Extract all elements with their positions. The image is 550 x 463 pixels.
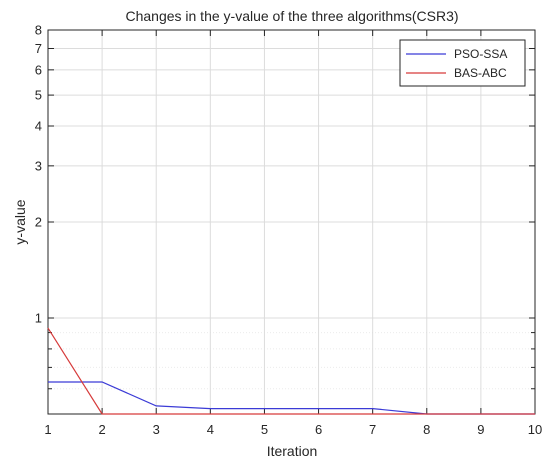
axis-ticks: 1 2 3 4 5 6 7 8 1 2 3 4 5 6 7 8 9 10 (35, 23, 542, 438)
x-tick-label: 2 (98, 422, 105, 437)
y-tick-label: 1 (35, 311, 42, 326)
x-tick-label: 8 (423, 422, 430, 437)
y-tick-label: 6 (35, 62, 42, 77)
y-axis-label: y-value (12, 199, 28, 244)
y-tick-label: 4 (35, 119, 42, 134)
grid-lines (47, 29, 536, 414)
x-tick-label: 1 (44, 422, 51, 437)
series-line-bas-abc (47, 327, 535, 415)
legend-box (399, 39, 526, 87)
x-tick-label: 10 (528, 422, 542, 437)
y-tick-label: 7 (35, 41, 42, 56)
x-tick-label: 9 (477, 422, 484, 437)
legend-label: PSO-SSA (454, 47, 507, 61)
y-tick-label: 2 (35, 215, 42, 230)
legend: PSO-SSA BAS-ABC (399, 39, 526, 87)
series-layer (47, 327, 535, 415)
y-tick-label: 8 (35, 23, 42, 38)
x-tick-label: 4 (207, 422, 214, 437)
series-line-pso-ssa (48, 381, 535, 415)
x-axis-label: Iteration (267, 443, 318, 459)
x-tick-label: 6 (315, 422, 322, 437)
y-tick-label: 3 (35, 158, 42, 173)
x-tick-label: 5 (261, 422, 268, 437)
chart-title: Changes in the y-value of the three algo… (125, 8, 458, 24)
x-tick-label: 7 (369, 422, 376, 437)
x-tick-label: 3 (153, 422, 160, 437)
legend-label: BAS-ABC (454, 66, 507, 80)
y-tick-label: 5 (35, 88, 42, 103)
